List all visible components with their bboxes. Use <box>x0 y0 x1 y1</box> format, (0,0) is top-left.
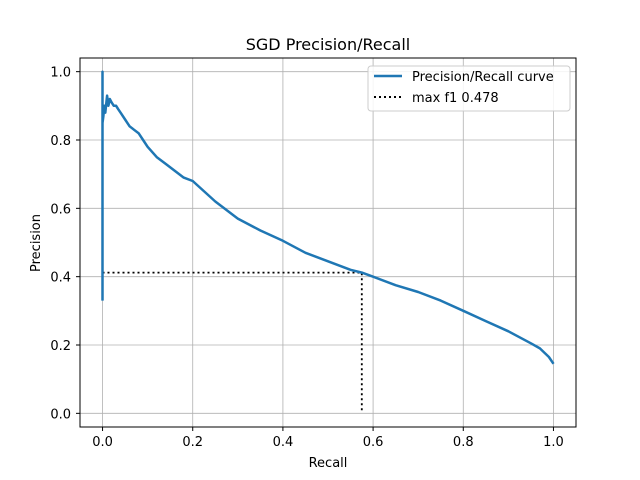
y-tick-label: 0.2 <box>50 339 71 354</box>
y-tick-label: 0.0 <box>50 407 71 422</box>
y-tick-label: 0.8 <box>50 134 71 149</box>
legend-label-pr-curve: Precision/Recall curve <box>412 70 554 85</box>
x-tick-label: 0.0 <box>92 435 113 450</box>
x-tick-label: 0.2 <box>182 435 203 450</box>
x-tick-label: 0.8 <box>453 435 474 450</box>
y-axis-label: Precision <box>29 214 44 272</box>
legend-label-max-f1: max f1 0.478 <box>412 91 499 106</box>
x-tick-label: 0.4 <box>273 435 294 450</box>
x-tick-label: 1.0 <box>543 435 564 450</box>
chart-title: SGD Precision/Recall <box>246 35 410 54</box>
y-tick-label: 0.6 <box>50 202 71 217</box>
ticks: 0.0 0.2 0.4 0.6 0.8 1.0 0.0 0.2 0.4 0.6 0.8 1.0 <box>50 66 563 450</box>
x-tick-label: 0.6 <box>363 435 384 450</box>
legend: Precision/Recall curve max f1 0.478 <box>367 65 571 112</box>
x-axis-label: Recall <box>309 456 348 471</box>
series-pr-curve <box>101 70 555 365</box>
y-tick-label: 0.4 <box>50 271 71 286</box>
plot-frame <box>79 57 577 428</box>
series-max-f1 <box>102 271 363 414</box>
y-tick-label: 1.0 <box>50 66 71 81</box>
grid <box>80 58 576 427</box>
series-layer <box>101 70 555 414</box>
legend-box <box>367 65 571 112</box>
